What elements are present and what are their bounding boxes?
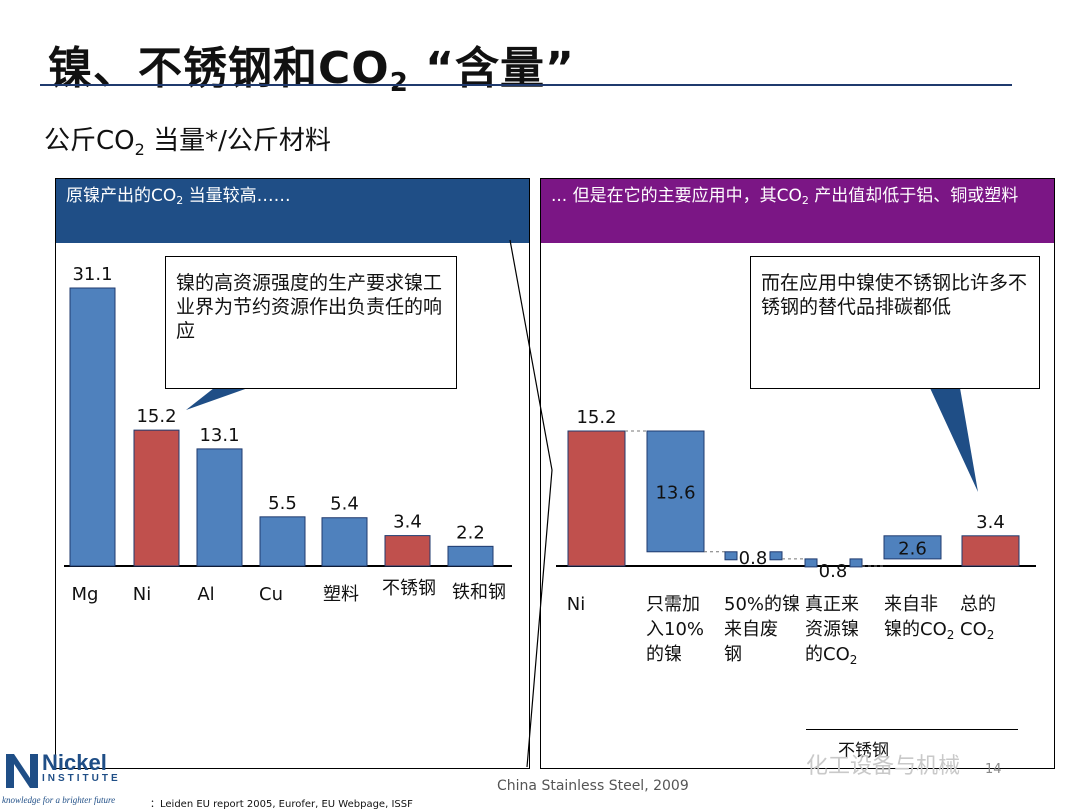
page-number: 14: [985, 762, 1002, 777]
nickel-logo-icon: [6, 754, 38, 788]
left-bar: [321, 517, 368, 567]
right-category-label: 总的 CO2: [960, 594, 996, 642]
left-category-label: Ni: [132, 584, 152, 605]
logo-institute: INSTITUTE: [42, 773, 121, 784]
left-bar-value-label: 15.2: [136, 406, 176, 427]
right-category-label: 只需加 入10% 的镍: [646, 594, 705, 665]
right-bar: [646, 430, 705, 553]
right-bar: [769, 551, 783, 561]
logo-tagline: knowledge for a brighter future: [2, 795, 116, 805]
left-category-label: 铁和钢: [452, 582, 506, 603]
right-category-label: Ni: [566, 594, 586, 615]
left-bar-value-label: 13.1: [199, 425, 239, 446]
footer-text: China Stainless Steel, 2009: [497, 778, 689, 794]
right-bar: [804, 558, 818, 568]
right-panel-header: ... 但是在它的主要应用中，其CO2 产出值却低于铝、铜或塑料: [541, 179, 1054, 243]
left-panel-header: 原镍产出的CO2 当量较高……: [56, 179, 529, 243]
panel-transition-arrow: [509, 239, 553, 768]
right-bar-value-label: 15.2: [576, 407, 616, 428]
left-bar-value-label: 31.1: [72, 264, 112, 285]
right-bar-value-label: 13.6: [655, 482, 695, 503]
left-bar: [69, 287, 116, 567]
left-category-label: Al: [197, 584, 215, 605]
page-subtitle: 公斤CO2 当量*/公斤材料: [44, 126, 331, 159]
left-category-label: 塑料: [323, 584, 359, 605]
left-category-label: 不锈钢: [382, 578, 436, 599]
right-callout: 而在应用中镍使不锈钢比许多不锈钢的替代品排碳都低: [750, 256, 1040, 389]
right-bar: [567, 430, 626, 567]
right-bar: [883, 535, 942, 560]
left-bar-value-label: 2.2: [456, 522, 485, 543]
right-category-label: 50%的镍 来自废钢: [724, 594, 801, 665]
right-bar-value-label: 0.8: [819, 561, 848, 582]
left-category-label: Cu: [259, 584, 283, 605]
left-callout: 镍的高资源强度的生产要求镍工业界为节约资源作出负责任的响应: [165, 256, 457, 389]
right-callout-pointer: [930, 388, 978, 492]
left-bar: [259, 516, 306, 567]
left-bar: [133, 429, 180, 567]
left-bar: [447, 545, 494, 567]
left-callout-pointer: [186, 388, 248, 410]
watermark: 化工设备与机械: [806, 754, 961, 779]
title-underline: [40, 84, 1012, 86]
left-category-label: Mg: [71, 584, 99, 605]
right-bar: [724, 551, 738, 561]
left-bar-value-label: 5.4: [330, 494, 359, 515]
right-category-label: 来自非 镍的CO2: [884, 594, 955, 642]
stainless-group-label: 不锈钢: [838, 741, 889, 761]
source-note: ：Leiden EU report 2005, Eurofer, EU Webp…: [150, 799, 413, 810]
right-bar-value-label: 0.8: [739, 548, 768, 569]
left-bar: [196, 448, 243, 567]
left-bar-value-label: 5.5: [268, 493, 297, 514]
logo-wordmark: Nickel: [42, 750, 107, 775]
stainless-bracket-line: [806, 729, 1018, 730]
right-bar: [849, 558, 863, 568]
right-category-label: 真正来 资源镍 的CO2: [805, 594, 859, 667]
right-bar: [961, 535, 1020, 567]
left-bar: [384, 535, 431, 567]
right-bar-value-label: 3.4: [976, 512, 1005, 533]
right-bar-value-label: 2.6: [898, 538, 927, 559]
left-bar-value-label: 3.4: [393, 512, 422, 533]
